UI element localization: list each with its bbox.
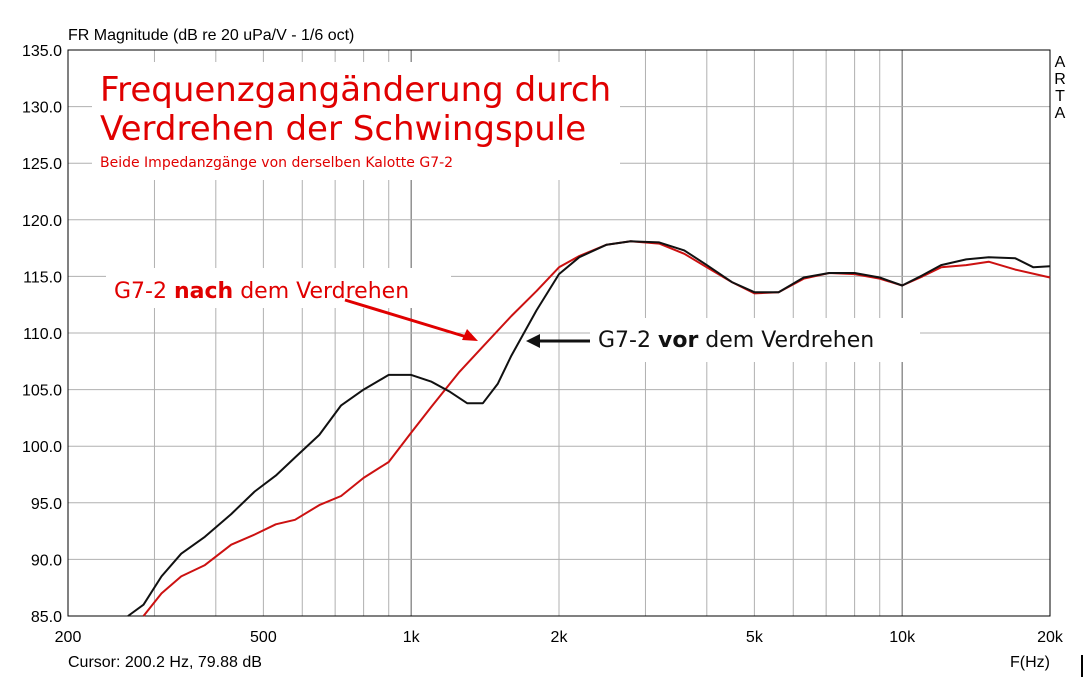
y-tick-label: 125.0 [22, 156, 62, 173]
y-tick-label: 130.0 [22, 100, 62, 117]
y-tick-label: 100.0 [22, 439, 62, 456]
arta-letter: A [1055, 54, 1066, 71]
x-tick-label: 1k [403, 629, 421, 646]
x-axis-label: F(Hz) [1010, 654, 1050, 671]
y-axis-ticks: 135.0 130.0 125.0 120.0 115.0 110.0 105.0 100.0… [22, 43, 62, 626]
y-tick-label: 120.0 [22, 213, 62, 230]
black-label-arrow [526, 334, 590, 348]
heading-line-1: Frequenzgangänderung durch [100, 70, 611, 110]
red-series-label: G7-2 nach dem Verdrehen [114, 279, 409, 304]
y-tick-label: 110.0 [23, 326, 62, 343]
heading-line-2: Verdrehen der Schwingspule [100, 109, 586, 149]
x-tick-label: 500 [250, 629, 277, 646]
x-tick-label: 5k [746, 629, 764, 646]
x-tick-label: 10k [889, 629, 916, 646]
series-line-vor [127, 240, 1051, 617]
chart-title: FR Magnitude (dB re 20 uPa/V - 1/6 oct) [68, 27, 354, 44]
cursor-readout: Cursor: 200.2 Hz, 79.88 dB [68, 654, 262, 671]
heading-background [92, 62, 620, 180]
arta-letter: R [1054, 71, 1066, 88]
subheading: Beide Impedanzgänge von derselben Kalott… [100, 155, 453, 171]
cursor-marker [1081, 655, 1083, 677]
plot-frame [67, 49, 1051, 617]
y-tick-label: 115.0 [23, 269, 62, 286]
y-tick-label: 90.0 [31, 552, 62, 569]
red-label-background [106, 268, 451, 308]
black-series-label: G7-2 vor dem Verdrehen [598, 328, 874, 353]
series-layer [127, 240, 1051, 617]
black-label-background [590, 318, 920, 362]
y-tick-label: 95.0 [31, 496, 62, 513]
x-tick-label: 20k [1037, 629, 1064, 646]
x-axis-ticks: 200 500 1k 2k 5k 10k 20k [55, 629, 1064, 646]
red-label-arrow [344, 298, 478, 341]
x-tick-label: 2k [551, 629, 569, 646]
y-tick-label: 85.0 [31, 609, 62, 626]
arta-letter: A [1055, 105, 1066, 122]
y-tick-label: 105.0 [22, 383, 62, 400]
y-tick-label: 135.0 [22, 43, 62, 60]
x-tick-label: 200 [55, 629, 82, 646]
arta-letter: T [1055, 88, 1065, 105]
